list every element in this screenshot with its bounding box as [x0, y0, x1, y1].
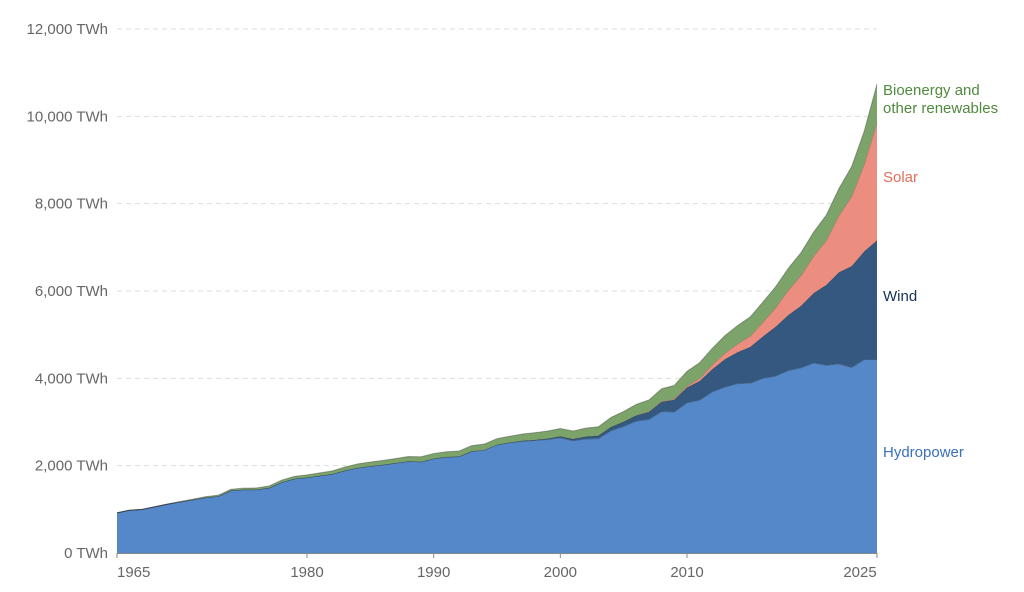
x-tick-label: 1980 [290, 564, 323, 581]
series-edge-3 [116, 83, 878, 514]
series-label: Hydropower [883, 444, 964, 461]
y-tick-label: 8,000 TWh [35, 196, 108, 213]
y-tick-label: 0 TWh [64, 545, 108, 562]
series-label: Bioenergy and [883, 82, 980, 99]
series-area-0 [117, 359, 877, 553]
y-tick-label: 10,000 TWh [27, 108, 108, 125]
series-area-1 [117, 240, 877, 513]
x-tick-label: 2000 [544, 564, 577, 581]
y-tick-label: 12,000 TWh [27, 21, 108, 38]
plot-areas [116, 83, 878, 553]
axes: 0 TWh 2,000 TWh 4,000 TWh 6,000 TWh 8,000 TW… [27, 21, 878, 581]
x-tick-label: 1990 [417, 564, 450, 581]
y-tick-label: 2,000 TWh [35, 458, 108, 475]
x-tick-label: 2010 [670, 564, 703, 581]
series-label: Wind [883, 288, 917, 305]
y-tick-label: 4,000 TWh [35, 370, 108, 387]
series-label: other renewables [883, 100, 998, 117]
x-tick-label: 1965 [117, 564, 150, 581]
y-tick-label: 6,000 TWh [35, 283, 108, 300]
x-tick-label: 2025 [843, 564, 876, 581]
series-label: Solar [883, 169, 918, 186]
